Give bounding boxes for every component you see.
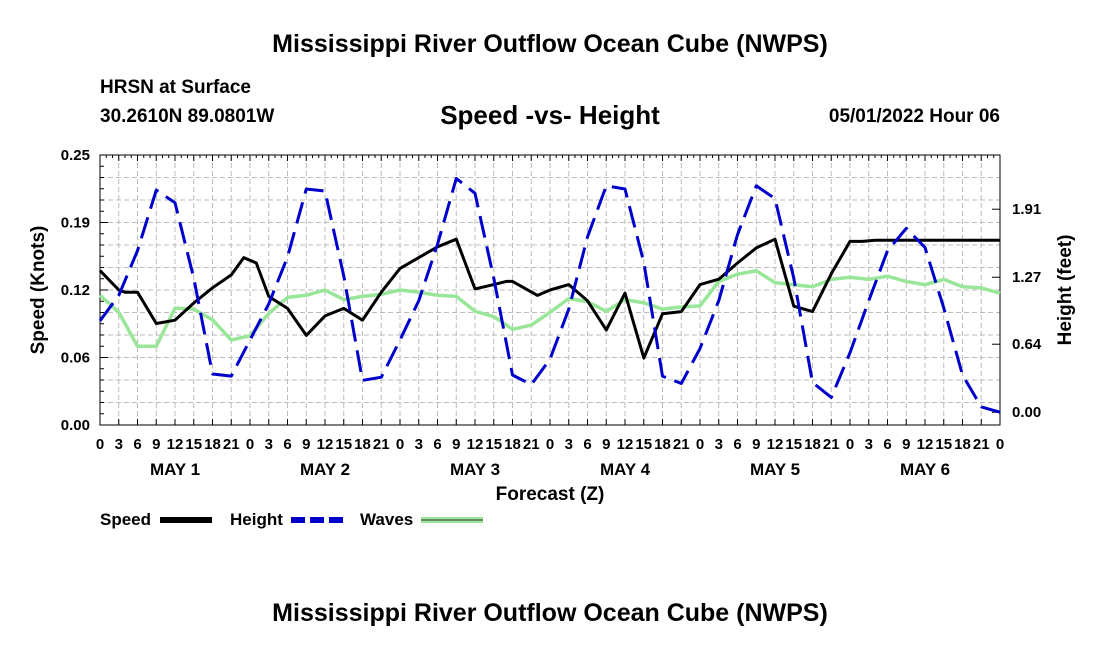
x-tick-label: 21 [523, 436, 540, 453]
height-series-line [98, 176, 1001, 414]
x-tick-label: 18 [204, 436, 221, 453]
x-tick-label: 0 [996, 436, 1004, 453]
x-tick-label: 21 [223, 436, 240, 453]
x-tick-label: 12 [167, 436, 184, 453]
legend: Speed Height Waves [100, 510, 483, 529]
y-axis-right-label: Height (feet) [1055, 235, 1076, 346]
legend-waves-label: Waves [360, 510, 413, 529]
x-tick-label: 0 [696, 436, 704, 453]
x-tick-label: 18 [804, 436, 821, 453]
grid-layer [100, 155, 1000, 425]
x-tick-label: 18 [954, 436, 971, 453]
x-tick-label: 21 [823, 436, 840, 453]
station-coordinates: 30.2610N 89.0801W [100, 106, 275, 127]
x-tick-label: 21 [973, 436, 990, 453]
waves-series-line [98, 269, 1001, 349]
y-left-tick-label: 0.06 [61, 350, 90, 367]
x-tick-label: 15 [335, 436, 352, 453]
x-tick-label: 9 [452, 436, 460, 453]
day-label: MAY 1 [150, 460, 200, 479]
x-tick-label: 12 [767, 436, 784, 453]
x-tick-label: 9 [302, 436, 310, 453]
y-right-tick-label: 1.27 [1012, 269, 1041, 286]
day-label: MAY 3 [450, 460, 500, 479]
x-tick-label: 6 [583, 436, 591, 453]
x-tick-label: 6 [733, 436, 741, 453]
x-tick-label: 12 [317, 436, 334, 453]
x-tick-label: 6 [133, 436, 141, 453]
x-tick-label: 9 [902, 436, 910, 453]
series-layer [98, 176, 1001, 414]
x-tick-label: 0 [396, 436, 404, 453]
x-tick-label: 15 [485, 436, 502, 453]
day-label: MAY 4 [600, 460, 651, 479]
x-tick-label: 0 [96, 436, 104, 453]
x-tick-label: 6 [283, 436, 291, 453]
x-tick-label: 9 [602, 436, 610, 453]
y-right-tick-label: 0.64 [1012, 336, 1042, 353]
y-axis-left-label: Speed (Knots) [28, 226, 49, 355]
x-tick-label: 0 [546, 436, 554, 453]
x-axis-label: Forecast (Z) [496, 484, 605, 505]
x-tick-label: 0 [246, 436, 254, 453]
speed-series-line [98, 237, 1000, 360]
x-tick-label: 21 [373, 436, 390, 453]
x-tick-label: 3 [565, 436, 573, 453]
x-tick-label: 0 [846, 436, 854, 453]
station-label: HRSN at Surface [100, 77, 251, 98]
legend-speed-label: Speed [100, 510, 151, 529]
legend-height-label: Height [230, 510, 283, 529]
x-tick-label: 15 [935, 436, 952, 453]
x-tick-label: 15 [185, 436, 202, 453]
x-tick-label: 3 [715, 436, 723, 453]
y-right-tick-label: 1.91 [1012, 201, 1041, 218]
y-left-tick-label: 0.00 [61, 417, 90, 434]
x-tick-label: 18 [504, 436, 521, 453]
x-tick-label: 21 [673, 436, 690, 453]
forecast-datetime: 05/01/2022 Hour 06 [828, 106, 1000, 127]
x-tick-label: 6 [433, 436, 441, 453]
x-tick-label: 12 [617, 436, 634, 453]
day-label: MAY 6 [900, 460, 950, 479]
chart-subtitle: Speed -vs- Height [440, 100, 660, 130]
x-tick-label: 3 [415, 436, 423, 453]
x-tick-label: 3 [265, 436, 273, 453]
x-tick-label: 18 [354, 436, 371, 453]
x-tick-label: 18 [654, 436, 671, 453]
y-left-tick-label: 0.25 [61, 147, 90, 164]
x-tick-label: 6 [883, 436, 891, 453]
y-left-tick-label: 0.12 [61, 282, 90, 299]
day-label: MAY 5 [750, 460, 800, 479]
day-label: MAY 2 [300, 460, 350, 479]
chart-title: Mississippi River Outflow Ocean Cube (NW… [272, 30, 828, 58]
x-tick-label: 12 [917, 436, 934, 453]
x-tick-label: 9 [752, 436, 760, 453]
x-tick-label: 15 [635, 436, 652, 453]
tick-layer: 0 3 6 9 12 15 18 21 0 3 6 9 12 15 18 21 0 3 6 9 12 15 18 21 0 3 6 9… [61, 147, 1042, 479]
x-tick-label: 15 [785, 436, 802, 453]
x-tick-label: 3 [115, 436, 123, 453]
x-tick-label: 3 [865, 436, 873, 453]
x-tick-label: 9 [152, 436, 160, 453]
y-right-tick-label: 0.00 [1012, 404, 1041, 421]
x-tick-label: 12 [467, 436, 484, 453]
bottom-title: Mississippi River Outflow Ocean Cube (NW… [272, 599, 828, 627]
y-left-tick-label: 0.19 [61, 215, 90, 232]
